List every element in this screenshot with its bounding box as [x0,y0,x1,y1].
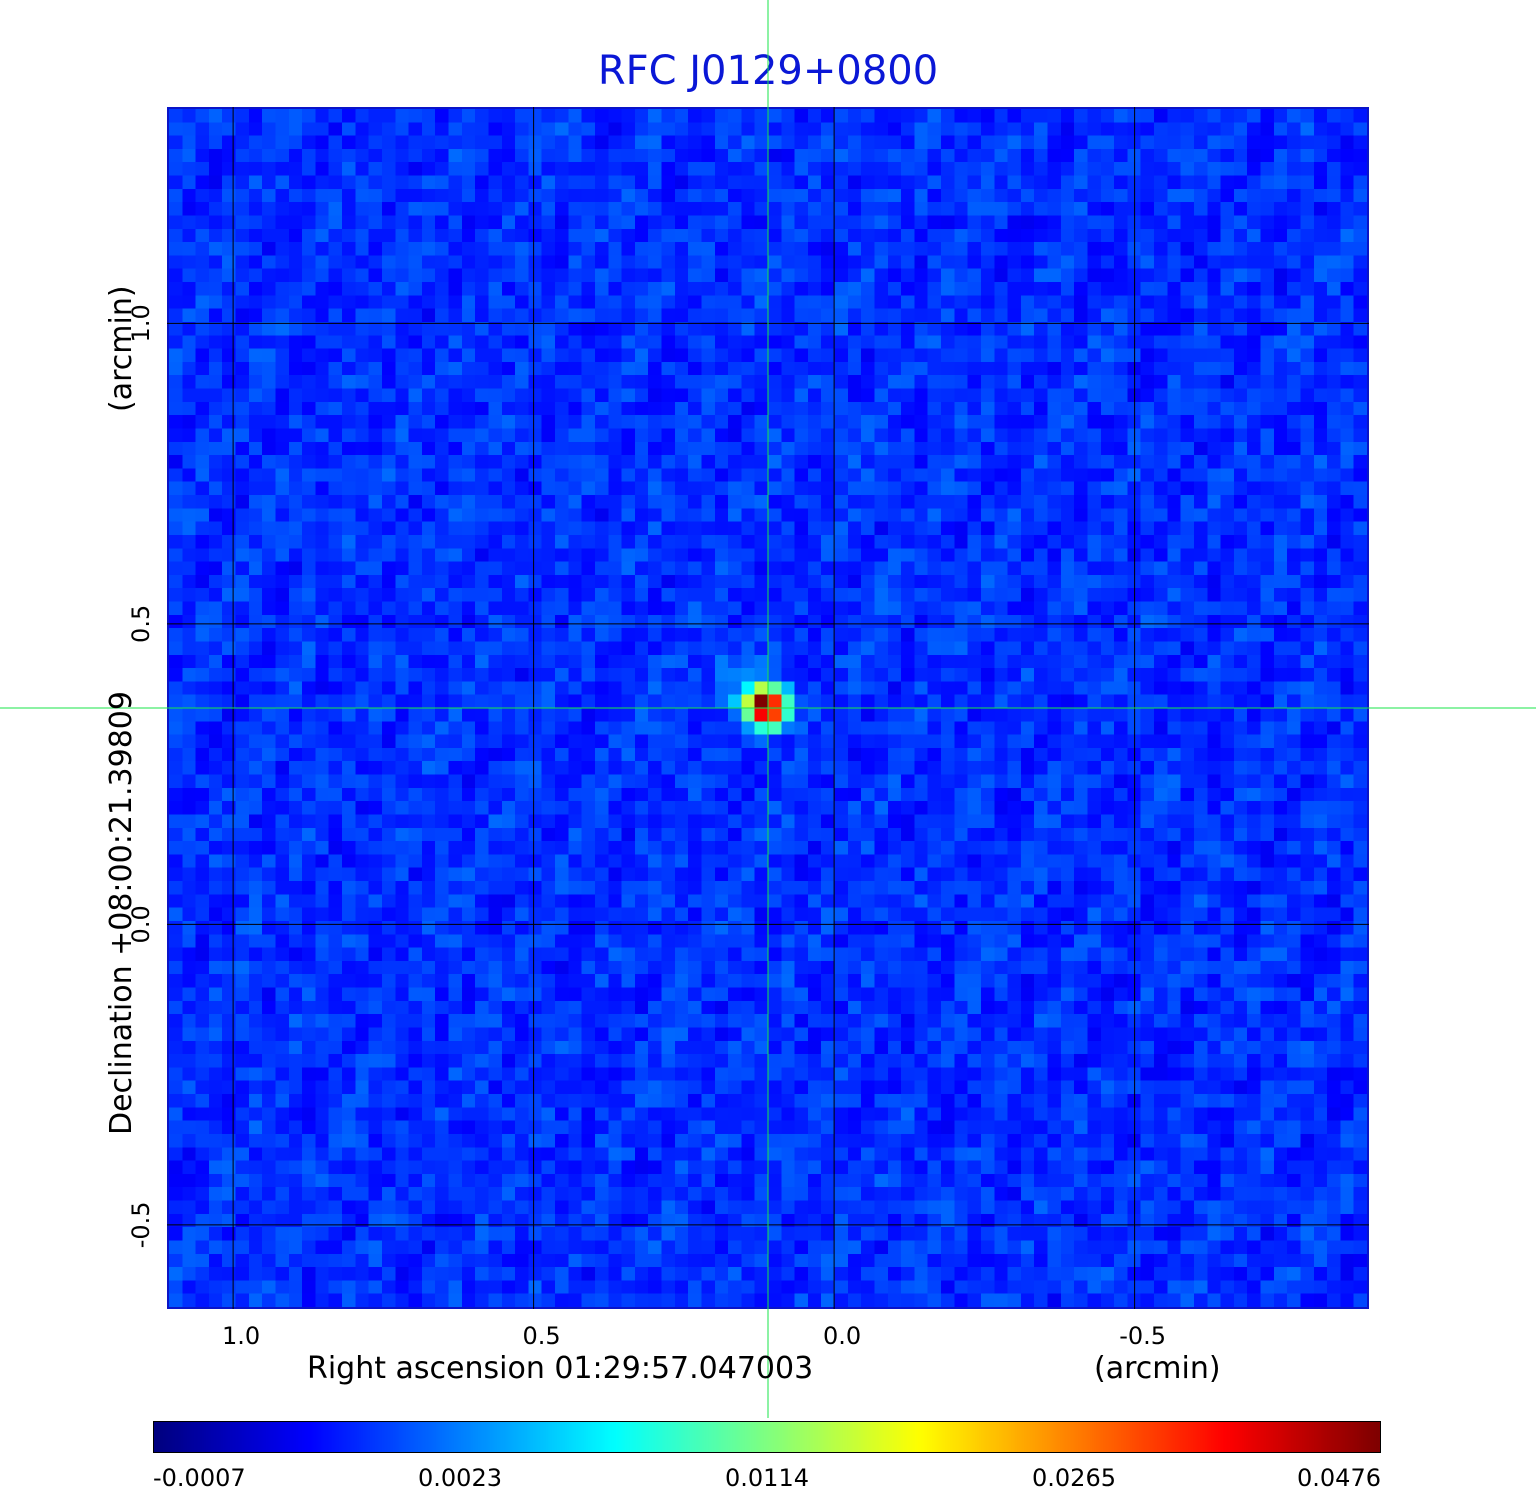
colorbar-tick-label: 0.0476 [1297,1464,1381,1492]
colorbar-tick-labels: -0.0007 0.0023 0.0114 0.0265 0.0476 [153,1464,1381,1492]
x-axis-label: Right ascension 01:29:57.047003 [307,1351,813,1386]
radio-image-heatmap [167,107,1369,1309]
y-tick-label: 0.0 [127,905,155,943]
x-tick-label: 0.0 [823,1322,861,1350]
y-axis-label: Declination +08:00:21.39809 [104,691,139,1135]
y-tick-label: 0.5 [127,605,155,643]
colorbar-tick-label: -0.0007 [153,1464,246,1492]
y-axis-unit: (arcmin) [104,285,139,412]
colorbar-tick-label: 0.0023 [418,1464,502,1492]
colorbar-tick-label: 0.0114 [725,1464,809,1492]
colorbar [153,1421,1381,1453]
chart-title: RFC J0129+0800 [597,48,939,94]
x-tick-label: 1.0 [222,1322,260,1350]
colorbar-tick-label: 0.0265 [1032,1464,1116,1492]
x-tick-label: 0.5 [523,1322,561,1350]
y-tick-label: -0.5 [127,1201,155,1248]
x-tick-labels: 1.0 0.5 0.0 -0.5 [222,1322,1166,1350]
y-tick-labels: 1.0 0.5 0.0 -0.5 [127,304,155,1248]
x-tick-label: -0.5 [1119,1322,1166,1350]
y-tick-label: 1.0 [127,304,155,342]
x-axis-unit: (arcmin) [1094,1351,1221,1386]
